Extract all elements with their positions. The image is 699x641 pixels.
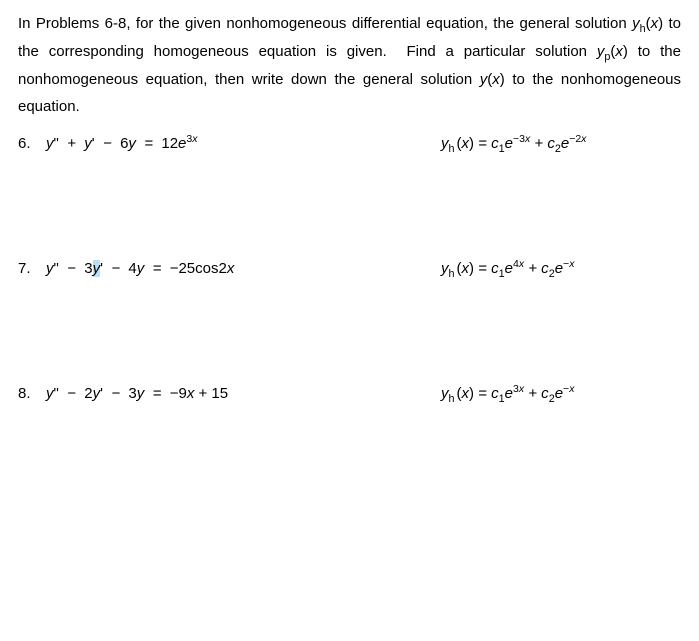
problem-7: 7. y" − 3y' − 4y = −25cos2x yh(x) = c1e4… [18,260,681,277]
problem-number: 8. [18,385,46,402]
problem-equation: y" + y' − 6y = 12e3x [46,135,441,152]
page: In Problems 6-8, for the given nonhomoge… [0,0,699,402]
problem-number: 6. [18,135,46,152]
problem-number: 7. [18,260,46,277]
instructions-paragraph: In Problems 6-8, for the given nonhomoge… [18,10,681,121]
problem-homogeneous-solution: yh(x) = c1e−3x + c2e−2x [441,135,681,152]
problem-8: 8. y" − 2y' − 3y = −9x + 15 yh(x) = c1e3… [18,385,681,402]
problem-list: 6. y" + y' − 6y = 12e3x yh(x) = c1e−3x +… [18,135,681,402]
problem-equation: y" − 2y' − 3y = −9x + 15 [46,385,441,402]
problem-6: 6. y" + y' − 6y = 12e3x yh(x) = c1e−3x +… [18,135,681,152]
problem-equation: y" − 3y' − 4y = −25cos2x [46,260,441,277]
problem-homogeneous-solution: yh(x) = c1e4x + c2e−x [441,260,681,277]
problem-homogeneous-solution: yh(x) = c1e3x + c2e−x [441,385,681,402]
